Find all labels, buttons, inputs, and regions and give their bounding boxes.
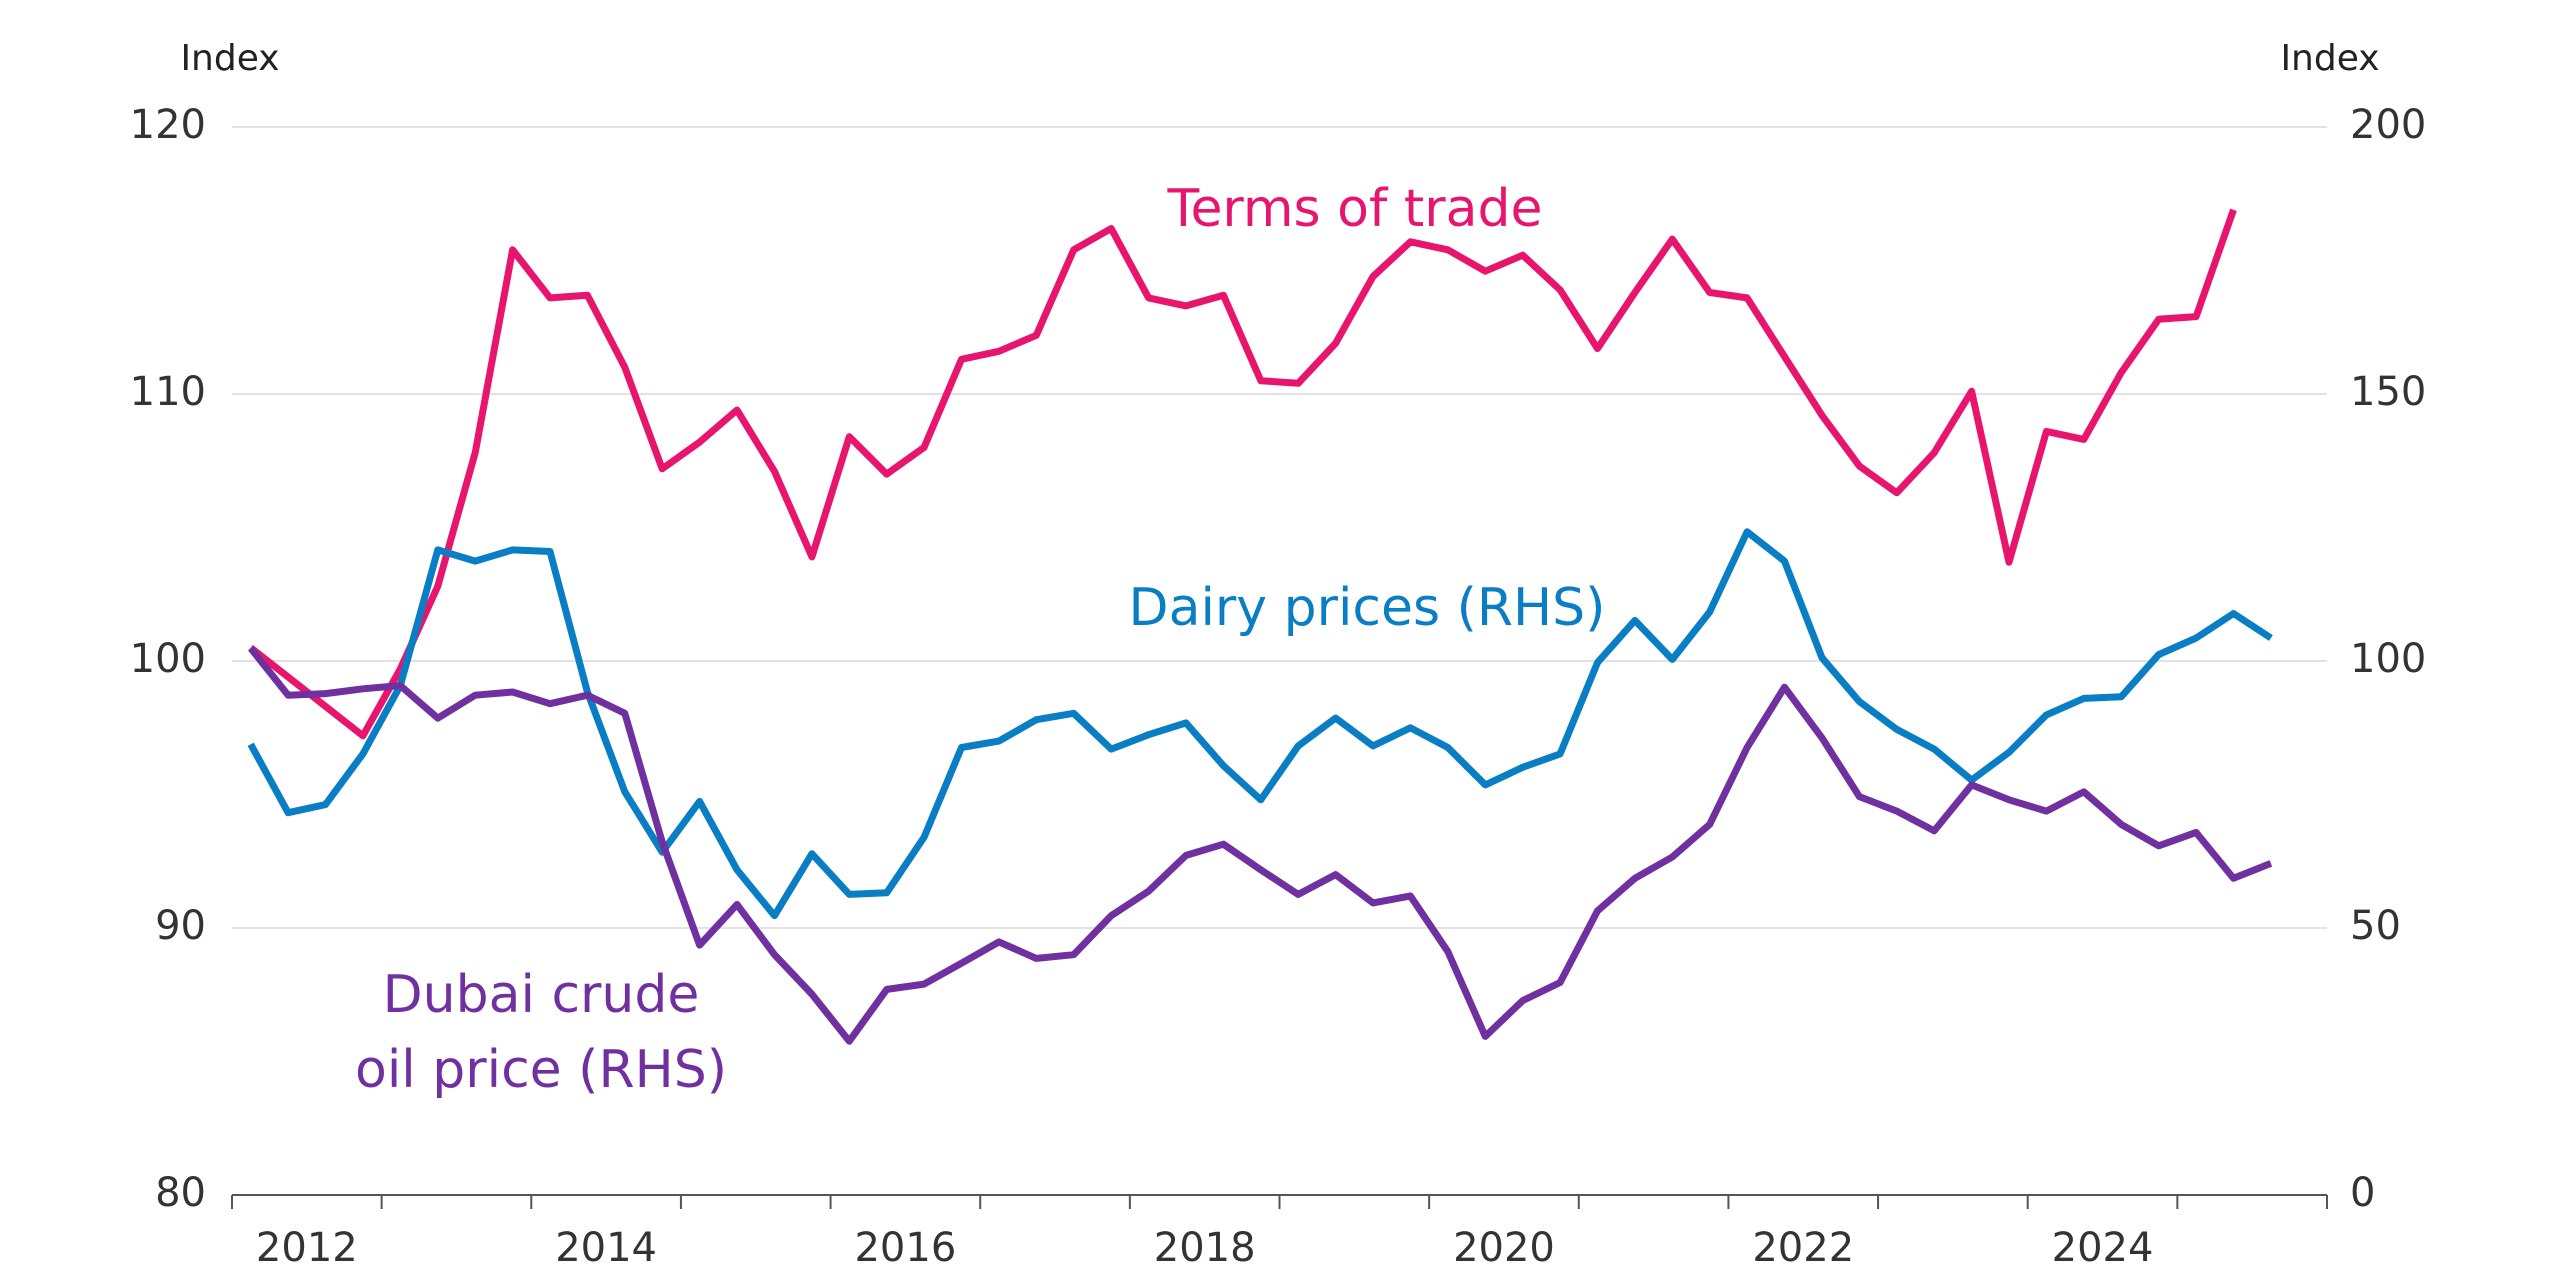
- y-tick-label: 80: [155, 1170, 206, 1216]
- y2-tick-label: 100: [2350, 636, 2426, 682]
- x-tick-label: 2018: [1154, 1225, 1256, 1271]
- y-tick-label: 120: [130, 102, 206, 148]
- series-line: [248, 208, 2237, 740]
- y-tick-label: 90: [155, 903, 206, 949]
- y2-tick-label: 150: [2350, 369, 2426, 415]
- y2-tick-label: 0: [2350, 1170, 2375, 1216]
- y2-tick-label: 200: [2350, 102, 2426, 148]
- x-tick-label: 2022: [1752, 1225, 1854, 1271]
- y-tick-label: 100: [130, 636, 206, 682]
- series-label: Dairy prices (RHS): [1129, 578, 1606, 638]
- series-label: Dubai crude oil price (RHS): [355, 965, 727, 1100]
- x-tick-label: 2024: [2052, 1225, 2154, 1271]
- y2-tick-label: 50: [2350, 903, 2401, 949]
- series-label: Terms of trade: [1167, 179, 1543, 239]
- y2-axis-label: Index: [2280, 38, 2379, 79]
- y-axis-label: Index: [180, 38, 279, 79]
- x-tick-label: 2020: [1453, 1225, 1555, 1271]
- x-tick-label: 2016: [854, 1225, 956, 1271]
- series-line: [247, 646, 2273, 1045]
- x-tick-label: 2014: [555, 1225, 657, 1271]
- x-tick-label: 2012: [256, 1225, 358, 1271]
- y-tick-label: 110: [130, 369, 206, 415]
